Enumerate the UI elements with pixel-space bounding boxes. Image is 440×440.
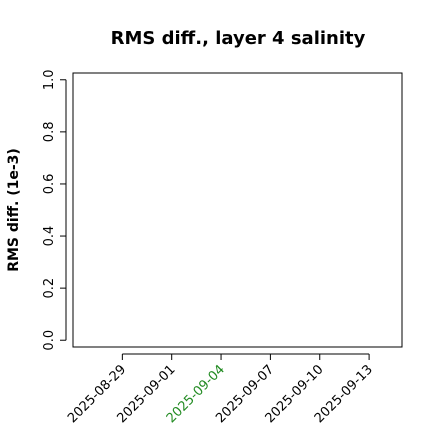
- plot-frame: [72, 72, 403, 348]
- y-tick-label: 0.2: [42, 278, 57, 299]
- y-tick-label: 0.8: [42, 122, 57, 143]
- chart-title: RMS diff., layer 4 salinity: [111, 28, 366, 49]
- y-tick-label: 1.0: [42, 69, 57, 90]
- y-tick-label: 0.0: [42, 330, 57, 351]
- y-axis-title: RMS diff. (1e-3): [6, 148, 22, 272]
- y-tick-label: 0.6: [42, 174, 57, 195]
- y-tick-label: 0.4: [42, 226, 57, 247]
